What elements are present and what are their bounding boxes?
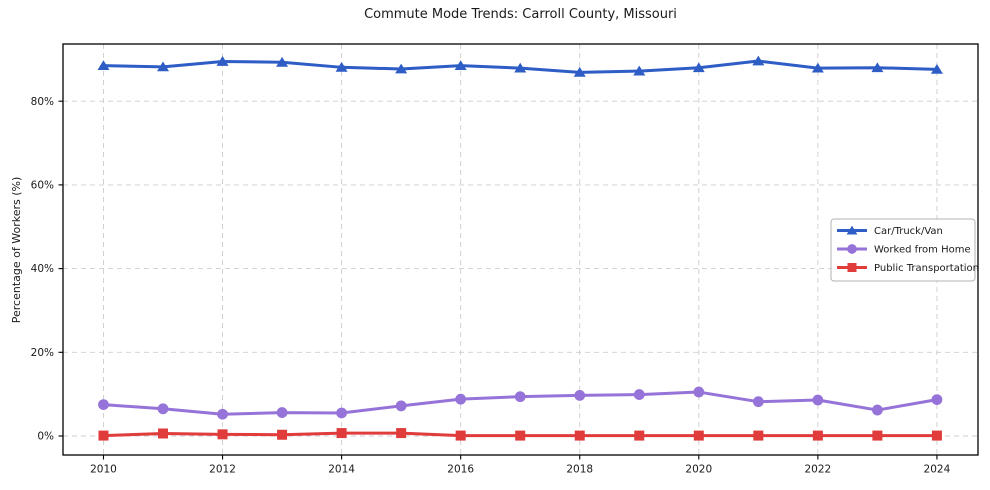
series-public-transportation [98, 428, 942, 441]
data-point-marker-car-truck-van [97, 60, 110, 71]
data-point-marker-public-transportation [336, 428, 347, 439]
series-car-truck-van [97, 55, 943, 77]
series-worked-from-home [98, 386, 943, 420]
legend-box [830, 218, 976, 282]
x-tick-label: 2010 [90, 464, 117, 476]
data-point-marker-worked-from-home [574, 390, 586, 401]
data-point-marker-car-truck-van [335, 61, 348, 72]
x-tick-label: 2012 [209, 464, 236, 476]
plot-border [62, 43, 979, 456]
data-point-marker-worked-from-home [276, 407, 288, 418]
legend-label: Worked from Home [874, 245, 971, 256]
data-point-marker-worked-from-home [455, 393, 467, 405]
x-tick-label: 2014 [328, 464, 355, 476]
x-tick-label: 2018 [566, 464, 593, 476]
data-point-marker-car-truck-van [752, 55, 765, 66]
data-point-marker-worked-from-home [752, 396, 764, 408]
data-point-marker-public-transportation [158, 428, 169, 439]
legend: Car/Truck/Van Worked from Home Public Tran… [830, 218, 979, 282]
legend-label: Public Transportation [874, 263, 979, 274]
data-point-marker-worked-from-home [157, 403, 169, 415]
data-point-marker-public-transportation [98, 430, 109, 441]
data-point-marker-car-truck-van [514, 62, 527, 73]
data-point-marker-car-truck-van [157, 61, 170, 72]
data-point-marker-worked-from-home [931, 394, 943, 405]
y-tick-label: 0% [37, 431, 54, 443]
data-point-marker-worked-from-home [514, 391, 526, 403]
data-point-marker-worked-from-home [336, 407, 348, 419]
legend-entry-car-truck-van: Car/Truck/Van [837, 225, 943, 237]
data-point-marker-car-truck-van [216, 56, 229, 66]
x-tick-label: 2022 [804, 464, 831, 476]
data-point-marker-car-truck-van [454, 60, 467, 71]
data-point-marker-car-truck-van [811, 62, 824, 73]
data-point-marker-worked-from-home [812, 394, 824, 406]
data-point-marker-public-transportation [693, 430, 704, 441]
data-point-marker-worked-from-home [217, 408, 228, 420]
data-point-marker-car-truck-van [930, 64, 943, 74]
data-point-marker-public-transportation [217, 429, 228, 440]
data-point-marker-car-truck-van [871, 62, 884, 73]
gridlines [63, 44, 978, 455]
data-point-marker-public-transportation [574, 430, 585, 441]
x-tick-label: 2016 [447, 464, 474, 476]
axis-ticks: 2010 2012 2014 2016 2018 2020 2022 2024 0% 20% 40%… [31, 96, 951, 476]
chart-title: Commute Mode Trends: Carroll County, Mis… [364, 7, 677, 22]
legend-marker-triangle [846, 225, 858, 235]
data-point-marker-public-transportation [277, 429, 288, 440]
data-point-marker-public-transportation [634, 430, 645, 441]
y-tick-label: 60% [31, 180, 54, 192]
data-point-marker-car-truck-van [395, 63, 408, 74]
data-point-marker-public-transportation [812, 430, 823, 441]
data-point-marker-worked-from-home [693, 386, 705, 398]
data-point-marker-public-transportation [396, 428, 407, 439]
legend-marker-square [847, 263, 857, 272]
data-point-marker-worked-from-home [98, 399, 109, 411]
y-tick-label: 80% [31, 96, 54, 108]
legend-entry-worked-from-home: Worked from Home [837, 244, 971, 256]
data-point-marker-public-transportation [931, 430, 942, 441]
data-point-marker-car-truck-van [692, 62, 705, 73]
data-point-marker-worked-from-home [633, 389, 645, 400]
data-point-marker-worked-from-home [395, 400, 407, 412]
y-tick-label: 20% [31, 347, 54, 359]
data-point-marker-public-transportation [515, 430, 526, 441]
data-point-marker-public-transportation [455, 430, 466, 441]
x-tick-label: 2020 [685, 464, 712, 476]
legend-marker-circle [847, 244, 857, 254]
data-point-marker-car-truck-van [633, 65, 646, 76]
data-point-marker-car-truck-van [276, 56, 289, 67]
data-point-marker-public-transportation [872, 430, 883, 441]
legend-entry-public-transportation: Public Transportation [837, 263, 979, 274]
y-axis-label: Percentage of Workers (%) [10, 176, 23, 324]
legend-label: Car/Truck/Van [874, 226, 943, 237]
y-tick-label: 40% [31, 263, 54, 275]
data-point-marker-worked-from-home [871, 404, 883, 416]
data-point-marker-public-transportation [753, 430, 764, 441]
x-tick-label: 2024 [924, 464, 951, 476]
data-point-marker-car-truck-van [573, 66, 586, 77]
